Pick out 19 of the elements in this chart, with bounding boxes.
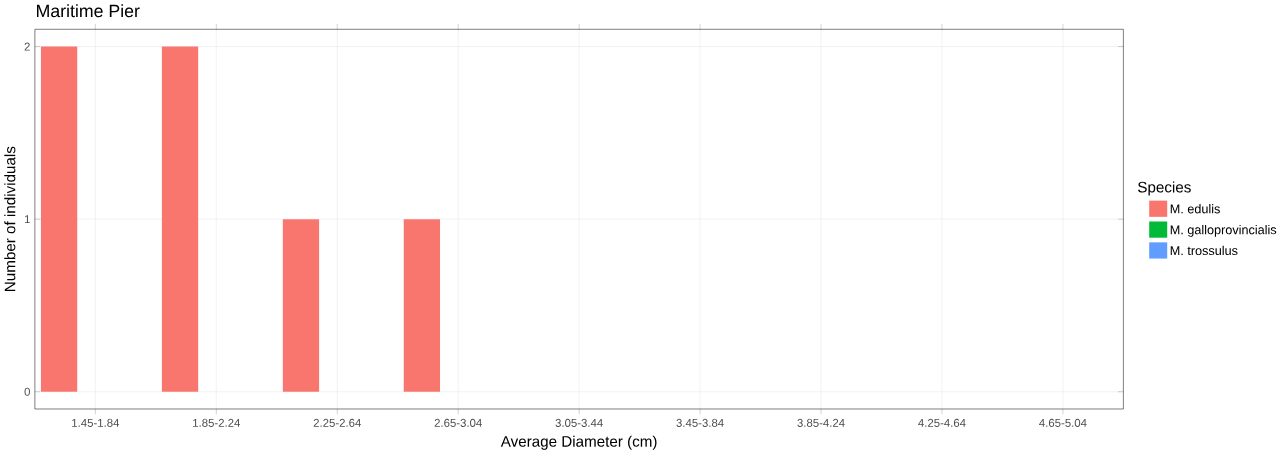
- x-tick-label: 1.45-1.84: [72, 418, 120, 427]
- x-axis-title: Average Diameter (cm): [500, 435, 657, 450]
- legend-label: M. edulis: [1170, 204, 1220, 214]
- x-tick-label: 4.25-4.64: [918, 418, 966, 427]
- x-tick-label: 2.65-3.04: [434, 418, 482, 427]
- y-tick-label: 2: [24, 42, 30, 51]
- chart-title: Maritime Pier: [37, 4, 140, 18]
- x-tick-label: 3.05-3.44: [555, 418, 603, 427]
- legend-label: M. galloprovincialis: [1170, 224, 1277, 237]
- x-tick-label: 1.85-2.24: [193, 418, 241, 427]
- x-tick-label: 4.65-5.04: [1039, 418, 1087, 427]
- x-tick-label: 2.25-2.64: [313, 418, 361, 427]
- x-tick-label: 3.45-3.84: [676, 418, 724, 427]
- y-tick-label: 0: [24, 387, 30, 396]
- legend-label: M. trossulus: [1170, 245, 1238, 256]
- x-tick-label: 3.85-4.24: [797, 418, 845, 427]
- legend-title: Species: [1138, 181, 1191, 196]
- y-tick-label: 1: [24, 215, 30, 224]
- y-axis-title: Number of individuals: [4, 146, 16, 291]
